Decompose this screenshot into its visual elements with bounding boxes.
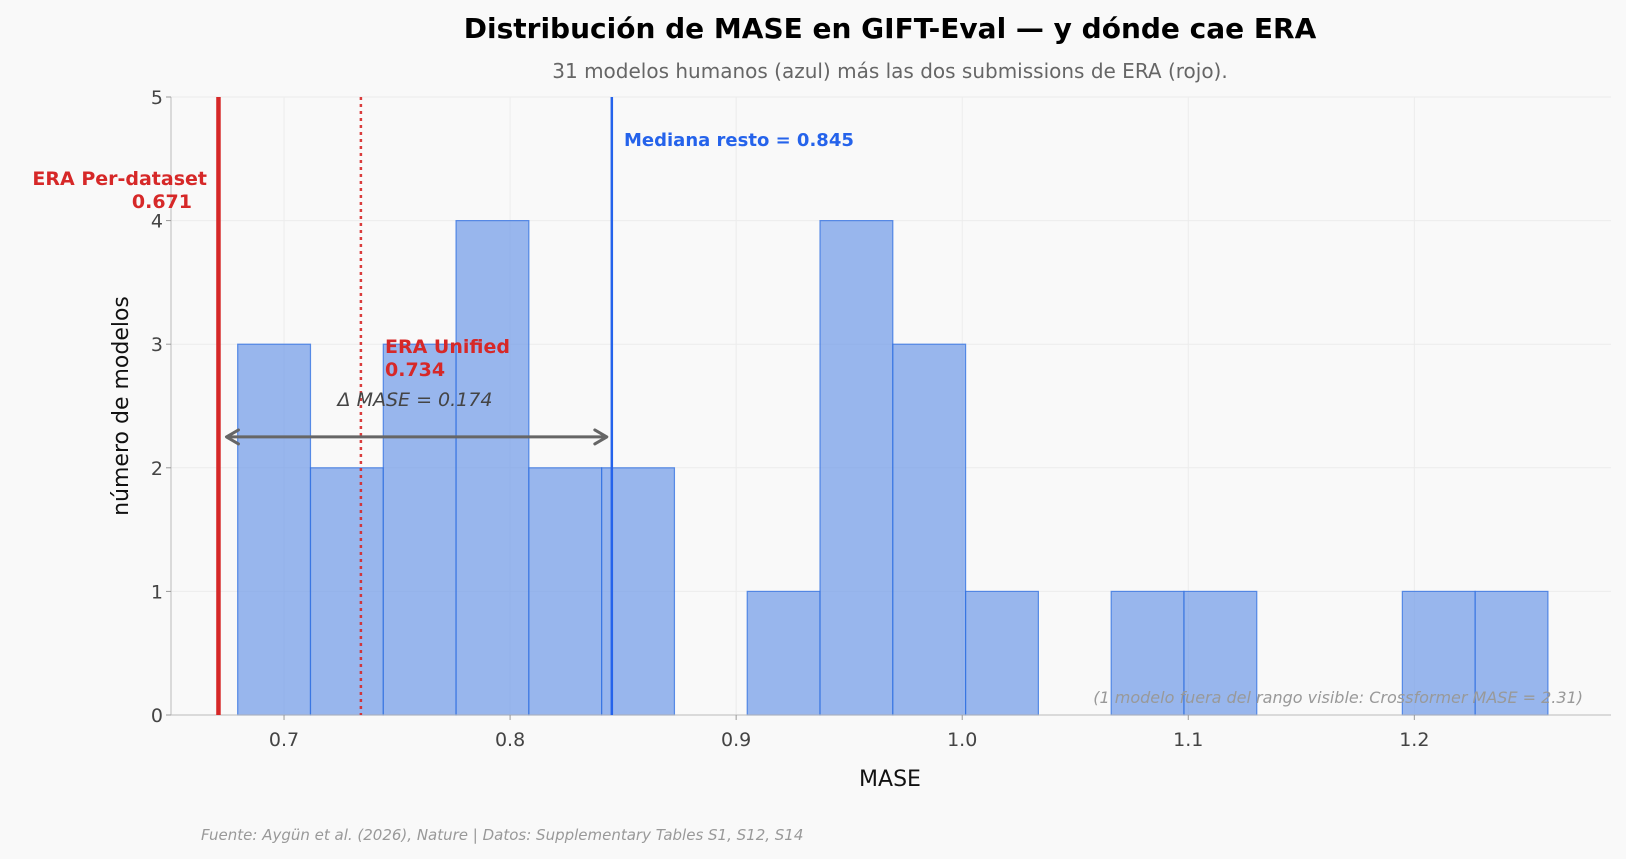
y-tick-label: 5 bbox=[151, 87, 163, 109]
reference-lines-layer bbox=[216, 97, 614, 715]
histogram-bar bbox=[1110, 590, 1185, 716]
y-tick-label: 2 bbox=[151, 458, 163, 480]
histogram-bar bbox=[1183, 590, 1258, 716]
histogram-bar bbox=[964, 590, 1039, 716]
y-axis-label: número de modelos bbox=[109, 296, 134, 516]
median-rest-label: Mediana resto = 0.845 bbox=[624, 130, 854, 151]
y-tick-label: 4 bbox=[151, 211, 163, 233]
x-tick-label: 1.0 bbox=[947, 729, 977, 751]
y-tick-label: 0 bbox=[151, 705, 163, 727]
histogram-bar bbox=[237, 343, 312, 716]
out-of-range-note: (1 modelo fuera del rango visible: Cross… bbox=[1093, 688, 1583, 707]
delta-mase-label: Δ MASE = 0.174 bbox=[336, 389, 493, 411]
x-tick-label: 0.8 bbox=[495, 729, 525, 751]
x-tick-label: 0.7 bbox=[269, 729, 299, 751]
histogram-bar bbox=[382, 343, 457, 716]
bars-layer bbox=[237, 220, 1549, 716]
x-tick-label: 1.2 bbox=[1399, 729, 1429, 751]
chart-title: Distribución de MASE en GIFT-Eval — y dó… bbox=[464, 12, 1317, 45]
delta-arrow-head-left bbox=[224, 428, 240, 446]
axes-layer: 0.7 0.8 0.9 1.0 1.1 1.2 0 1 2 3 4 5 bbox=[151, 87, 1611, 751]
era-per-dataset-label: ERA Per-dataset bbox=[32, 168, 207, 190]
y-tick-label: 3 bbox=[151, 334, 163, 356]
era-per-dataset-value: 0.671 bbox=[132, 191, 192, 213]
histogram-bar bbox=[819, 220, 894, 716]
delta-arrow-head-right bbox=[593, 428, 609, 446]
histogram-bar bbox=[528, 467, 603, 716]
histogram-bar bbox=[309, 467, 384, 716]
histogram-bar bbox=[892, 343, 967, 716]
x-tick-label: 1.1 bbox=[1173, 729, 1203, 751]
chart-subtitle: 31 modelos humanos (azul) más las dos su… bbox=[552, 59, 1227, 83]
y-tick-label: 1 bbox=[151, 581, 163, 603]
source-note: Fuente: Aygün et al. (2026), Nature | Da… bbox=[201, 826, 803, 844]
x-axis-label: MASE bbox=[859, 767, 921, 792]
x-tick-label: 0.9 bbox=[721, 729, 751, 751]
histogram-bar bbox=[455, 220, 530, 716]
era-unified-label: ERA Unified bbox=[385, 336, 510, 358]
histogram-bar bbox=[746, 590, 821, 716]
era-unified-value: 0.734 bbox=[385, 359, 445, 381]
